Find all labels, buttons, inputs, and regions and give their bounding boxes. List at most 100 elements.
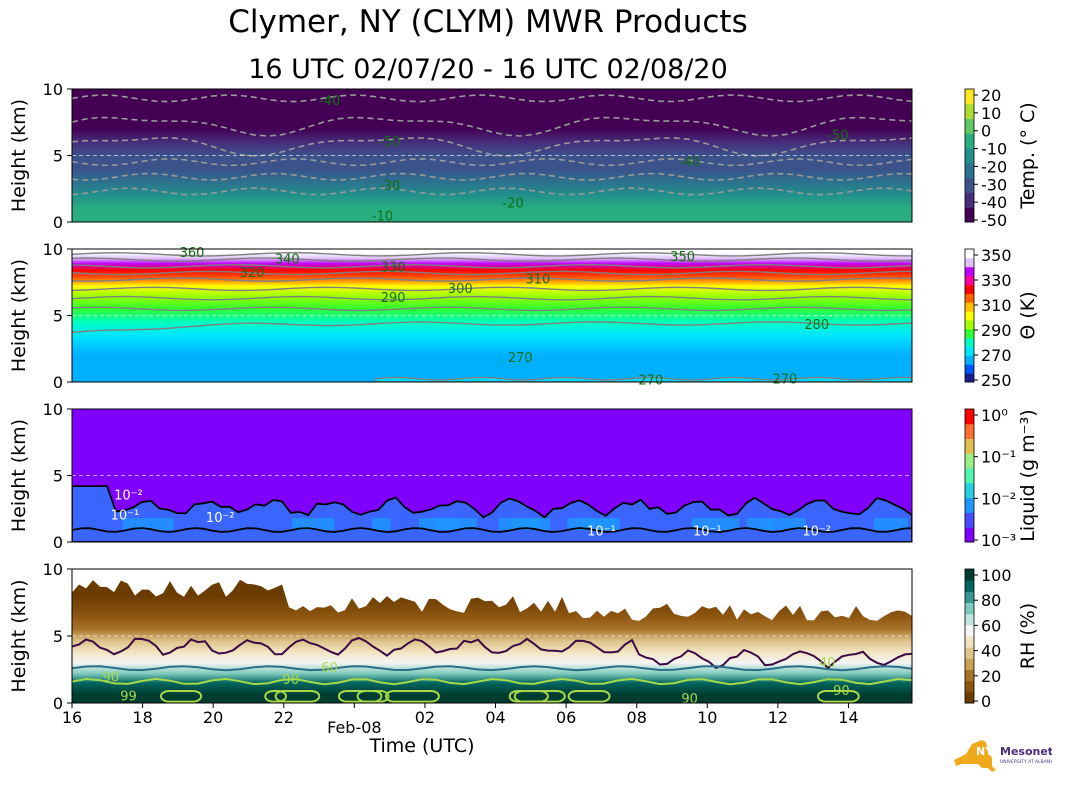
theta-contour-line bbox=[72, 321, 912, 334]
contour-label: 10⁻² bbox=[802, 524, 831, 539]
temp-contour-line bbox=[72, 136, 912, 157]
contour-label: -20 bbox=[503, 196, 524, 211]
colorbar-swatch bbox=[965, 613, 974, 626]
contour-label: -40 bbox=[319, 94, 340, 109]
colorbar-tick-label: -50 bbox=[981, 211, 1007, 230]
colorbar-swatch bbox=[965, 691, 974, 704]
colorbar-swatch bbox=[965, 482, 974, 499]
colorbar-tick-label: 0 bbox=[981, 122, 991, 141]
contour-label: 350 bbox=[670, 250, 695, 265]
contour-label: 270 bbox=[773, 372, 798, 387]
liquid-colorbar: 10⁰ 10⁻¹ 10⁻² 10⁻³ Liquid (g m⁻³) bbox=[964, 406, 1039, 550]
x-tick-label: 02 bbox=[415, 708, 435, 727]
colorbar-tick-label: 40 bbox=[981, 642, 1001, 661]
colorbar-swatch bbox=[965, 591, 974, 603]
rh-contour-99 bbox=[567, 689, 611, 703]
colorbar-swatch bbox=[965, 311, 974, 321]
colorbar-swatch bbox=[965, 162, 974, 179]
liquid-patch bbox=[122, 518, 174, 531]
x-tick-label: 10 bbox=[697, 708, 717, 727]
y-tick-label: 0 bbox=[53, 533, 63, 552]
colorbar-swatch bbox=[965, 658, 974, 670]
temp-contour-line bbox=[72, 94, 912, 103]
liquid-patch bbox=[746, 518, 772, 531]
liquid-patch bbox=[691, 518, 740, 531]
contour-label: 320 bbox=[240, 266, 265, 281]
contour-label: -10 bbox=[372, 210, 393, 225]
colorbar-label: RH (%) bbox=[1017, 603, 1039, 669]
contour-label: 90 bbox=[103, 671, 120, 686]
colorbar-swatch bbox=[965, 468, 974, 484]
panel-liquid: 10⁻² 10⁻¹ 10⁻² 10⁻¹ 10⁻¹ 10⁻² 0 5 10 Height (km) bbox=[8, 400, 913, 552]
contour-label: 360 bbox=[180, 246, 205, 261]
liquid-field bbox=[72, 409, 912, 542]
colorbar-swatch bbox=[965, 89, 974, 105]
y-tick-label: 5 bbox=[53, 627, 63, 646]
x-tick-label: 12 bbox=[768, 708, 788, 727]
chart-subtitle: 16 UTC 02/07/20 - 16 UTC 02/08/20 bbox=[248, 54, 728, 85]
x-tick-label: 06 bbox=[556, 708, 576, 727]
x-tick-label: Feb-08 bbox=[327, 718, 381, 737]
colorbar-tick-label: -40 bbox=[981, 193, 1007, 212]
contour-label: 290 bbox=[381, 291, 406, 306]
logo-text: Mesonet bbox=[1000, 745, 1052, 758]
liquid-patch bbox=[512, 518, 542, 531]
y-tick-label: 5 bbox=[53, 147, 63, 166]
colorbar-swatch bbox=[965, 346, 974, 356]
y-tick-label: 10 bbox=[43, 240, 63, 259]
colorbar-swatch bbox=[965, 266, 974, 277]
x-tick-label: 08 bbox=[627, 708, 647, 727]
colorbar-tick-label: 10⁰ bbox=[981, 406, 1008, 425]
colorbar-tick-label: 20 bbox=[981, 667, 1001, 686]
liquid-patch bbox=[766, 518, 806, 531]
theta-contour-line bbox=[72, 286, 912, 292]
y-axis-label: Height (km) bbox=[8, 99, 30, 212]
colorbar-tick-label: -10 bbox=[981, 140, 1007, 159]
contour-label: 310 bbox=[525, 273, 550, 288]
colorbar-frame bbox=[964, 568, 975, 704]
colorbar-swatch bbox=[965, 355, 974, 365]
svg-text:UNIVERSITY AT ALBANY: UNIVERSITY AT ALBANY bbox=[1000, 759, 1052, 765]
rh-contour-40 bbox=[72, 636, 912, 670]
colorbar-swatch bbox=[965, 249, 974, 259]
colorbar-swatch bbox=[965, 364, 974, 374]
liquid-contour-line bbox=[72, 527, 912, 533]
temperature-field bbox=[72, 89, 912, 222]
colorbar-tick-label: 350 bbox=[981, 246, 1012, 265]
colorbar-swatch bbox=[965, 669, 974, 682]
contour-label: 10⁻² bbox=[114, 488, 143, 503]
colorbar-label: Liquid (g m⁻³) bbox=[1017, 409, 1039, 541]
colorbar-swatch bbox=[965, 580, 974, 592]
colorbar-swatch bbox=[965, 257, 974, 268]
colorbar-swatch bbox=[965, 497, 974, 513]
y-tick-label: 5 bbox=[53, 307, 63, 326]
colorbar-swatch bbox=[965, 453, 974, 469]
contour-label: 10⁻¹ bbox=[693, 524, 722, 539]
panel-temperature: -40 -50 -50 -40 -30 -20 -10 0 5 10 Height (km) bbox=[8, 80, 913, 232]
colorbar-swatch bbox=[965, 602, 974, 615]
y-tick-label: 5 bbox=[53, 467, 63, 486]
colorbar-tick-label: 10 bbox=[981, 104, 1001, 123]
theta-contour-line bbox=[72, 263, 912, 269]
y-tick-label: 10 bbox=[43, 560, 63, 579]
colorbar-swatch bbox=[965, 319, 974, 330]
theta-contour-line bbox=[72, 257, 912, 262]
contour-label: 330 bbox=[381, 261, 406, 276]
colorbar-swatch bbox=[965, 207, 974, 223]
colorbar-swatch bbox=[965, 337, 974, 348]
colorbar-tick-label: 20 bbox=[981, 86, 1001, 105]
colorbar-tick-label: 10⁻³ bbox=[981, 531, 1016, 550]
colorbar-tick-label: 100 bbox=[981, 566, 1012, 585]
colorbar-tick-label: 80 bbox=[981, 591, 1001, 610]
temp-contour-line bbox=[72, 172, 912, 181]
colorbar-swatch bbox=[965, 569, 974, 581]
rh-contour-99 bbox=[264, 689, 288, 703]
theta-contour-line bbox=[72, 277, 912, 282]
rh-missing-region bbox=[72, 569, 912, 621]
y-tick-label: 0 bbox=[53, 694, 63, 713]
rh-contour-99 bbox=[816, 689, 860, 703]
colorbar-tick-label: 290 bbox=[981, 321, 1012, 340]
colorbar-frame bbox=[964, 408, 975, 543]
